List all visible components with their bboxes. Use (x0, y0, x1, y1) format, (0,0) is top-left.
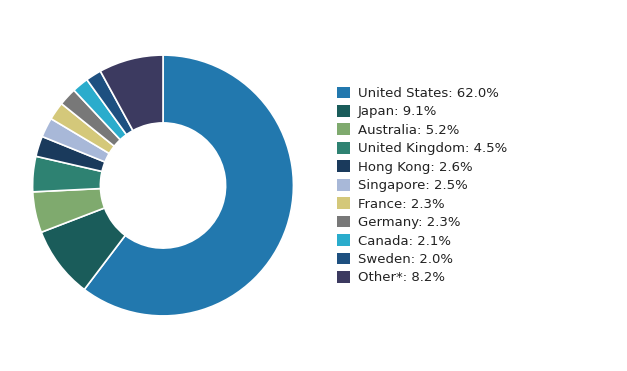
Wedge shape (36, 137, 105, 171)
Wedge shape (51, 104, 114, 154)
Wedge shape (33, 188, 105, 232)
Wedge shape (84, 55, 293, 316)
Wedge shape (87, 71, 133, 135)
Wedge shape (100, 55, 163, 131)
Legend: United States: 62.0%, Japan: 9.1%, Australia: 5.2%, United Kingdom: 4.5%, Hong K: United States: 62.0%, Japan: 9.1%, Austr… (333, 83, 511, 288)
Wedge shape (41, 208, 125, 289)
Wedge shape (33, 156, 102, 192)
Wedge shape (42, 119, 109, 162)
Wedge shape (74, 80, 127, 140)
Wedge shape (61, 90, 120, 146)
